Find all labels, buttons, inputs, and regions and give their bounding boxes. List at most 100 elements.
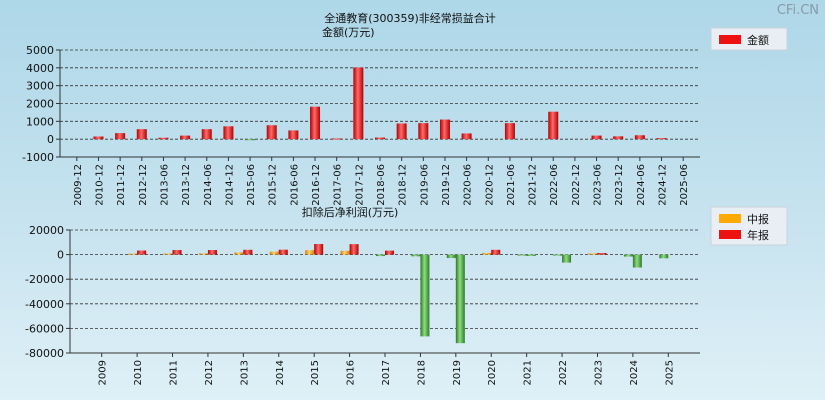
- chart2-y-ticks: 20000 0 -20000 -40000 -60000 -80000: [25, 224, 64, 360]
- bar-interim: [659, 254, 669, 259]
- bar-interim: [305, 250, 315, 255]
- x-tick-label: 2017: [381, 360, 392, 385]
- bar-interim: [482, 252, 492, 255]
- legend-box: [710, 27, 788, 51]
- y-tick-label: -1000: [22, 151, 54, 164]
- chart1-x-ticks: 2009-12 2010-12 2011-12 2012-12 2013-06 2013-…: [73, 157, 690, 206]
- x-tick-label: 2010-12: [94, 164, 105, 206]
- x-tick-label: 2014: [275, 360, 286, 385]
- bar: [461, 133, 472, 140]
- x-tick-label: 2024: [629, 360, 640, 385]
- bar-interim: [163, 253, 173, 255]
- bar: [591, 135, 602, 140]
- x-tick-label: 2013: [239, 360, 250, 385]
- x-tick-label: 2015-12: [268, 164, 279, 206]
- x-tick-label: 2012: [204, 360, 215, 385]
- x-tick-label: 2021-12: [528, 164, 539, 206]
- chart2-x-ticks: 2009 2010 2011 2012 2013 2014 2015 2016 2017 2018…: [98, 353, 675, 385]
- bar-annual: [243, 249, 253, 255]
- x-tick-label: 2023-12: [614, 164, 625, 206]
- bar: [158, 137, 169, 140]
- x-tick-label: 2017-12: [354, 164, 365, 206]
- bar: [375, 137, 385, 140]
- x-tick-label: 2014-06: [203, 164, 214, 206]
- bar: [613, 136, 624, 140]
- x-tick-label: 2010: [133, 360, 144, 385]
- bar-interim: [446, 254, 456, 259]
- x-tick-label: 2009: [98, 360, 109, 385]
- y-tick-label: 1000: [26, 115, 54, 128]
- chart2-bars: [128, 244, 669, 344]
- y-tick-label: 0: [47, 133, 54, 146]
- x-tick-label: 2020: [487, 360, 498, 385]
- x-tick-label: 2017-06: [333, 164, 344, 206]
- legend-swatch: [719, 35, 741, 44]
- bar-interim: [198, 253, 208, 255]
- bar: [136, 129, 147, 140]
- chart1-legend: 金额: [710, 27, 788, 51]
- x-tick-label: 2013-12: [181, 164, 192, 206]
- chart2-title: 扣除后净利润(万元): [302, 205, 399, 219]
- bar-annual: [349, 244, 359, 255]
- x-tick-label: 2021: [523, 360, 534, 385]
- chart1-grid: [56, 49, 700, 158]
- bar-annual: [172, 250, 182, 255]
- x-tick-label: 2011: [169, 360, 180, 385]
- x-tick-label: 2009-12: [73, 164, 84, 206]
- bar: [548, 111, 559, 140]
- bar-annual: [491, 249, 501, 255]
- bar-interim: [376, 254, 385, 257]
- x-tick-label: 2015-06: [246, 164, 257, 206]
- x-tick-label: 2018-12: [398, 164, 409, 206]
- bar: [223, 126, 234, 140]
- chart1-bars: [93, 67, 667, 141]
- y-tick-label: 20000: [29, 224, 64, 237]
- bar: [266, 125, 277, 140]
- bar: [93, 136, 104, 140]
- bar: [396, 123, 407, 140]
- x-tick-label: 2018: [416, 360, 427, 385]
- x-tick-label: 2022-12: [571, 164, 582, 206]
- bar-annual: [562, 254, 572, 263]
- y-tick-label: -20000: [25, 273, 64, 286]
- legend-swatch: [719, 230, 741, 239]
- x-tick-label: 2019: [452, 360, 463, 385]
- x-tick-label: 2022: [558, 360, 569, 385]
- bar-interim: [411, 254, 421, 257]
- bar: [504, 123, 515, 140]
- chart1-title: 全通教育(300359)非经常损益合计: [324, 11, 496, 25]
- x-tick-label: 2018-06: [376, 164, 387, 206]
- y-tick-label: -80000: [25, 347, 64, 360]
- x-tick-label: 2019-06: [419, 164, 430, 206]
- bar-interim: [234, 252, 244, 255]
- x-tick-label: 2024-12: [658, 164, 669, 206]
- x-tick-label: 2022-06: [549, 164, 560, 206]
- legend-swatch: [719, 214, 741, 223]
- bar-interim: [269, 251, 279, 255]
- x-tick-label: 2012-12: [138, 164, 149, 206]
- bar: [288, 130, 299, 140]
- bar: [439, 119, 450, 140]
- x-tick-label: 2025: [664, 360, 675, 385]
- x-tick-label: 2014-12: [224, 164, 235, 206]
- x-tick-label: 2024-06: [636, 164, 647, 206]
- bar: [180, 135, 191, 140]
- y-tick-label: 0: [57, 249, 64, 262]
- x-tick-label: 2015: [310, 360, 321, 385]
- bar: [115, 133, 126, 140]
- bar-annual: [137, 250, 147, 255]
- bar-annual: [632, 254, 642, 268]
- x-tick-label: 2016: [346, 360, 357, 385]
- bar: [201, 129, 212, 140]
- bar-interim: [623, 254, 633, 257]
- bar: [245, 139, 256, 141]
- x-tick-label: 2019-12: [441, 164, 452, 206]
- legend-label: 金额: [747, 33, 769, 47]
- y-tick-label: -60000: [25, 322, 64, 335]
- chart1-subtitle: 金额(万元): [322, 25, 375, 39]
- bar-annual: [314, 244, 324, 255]
- legend-label: 中报: [747, 212, 769, 226]
- x-tick-label: 2016-06: [289, 164, 300, 206]
